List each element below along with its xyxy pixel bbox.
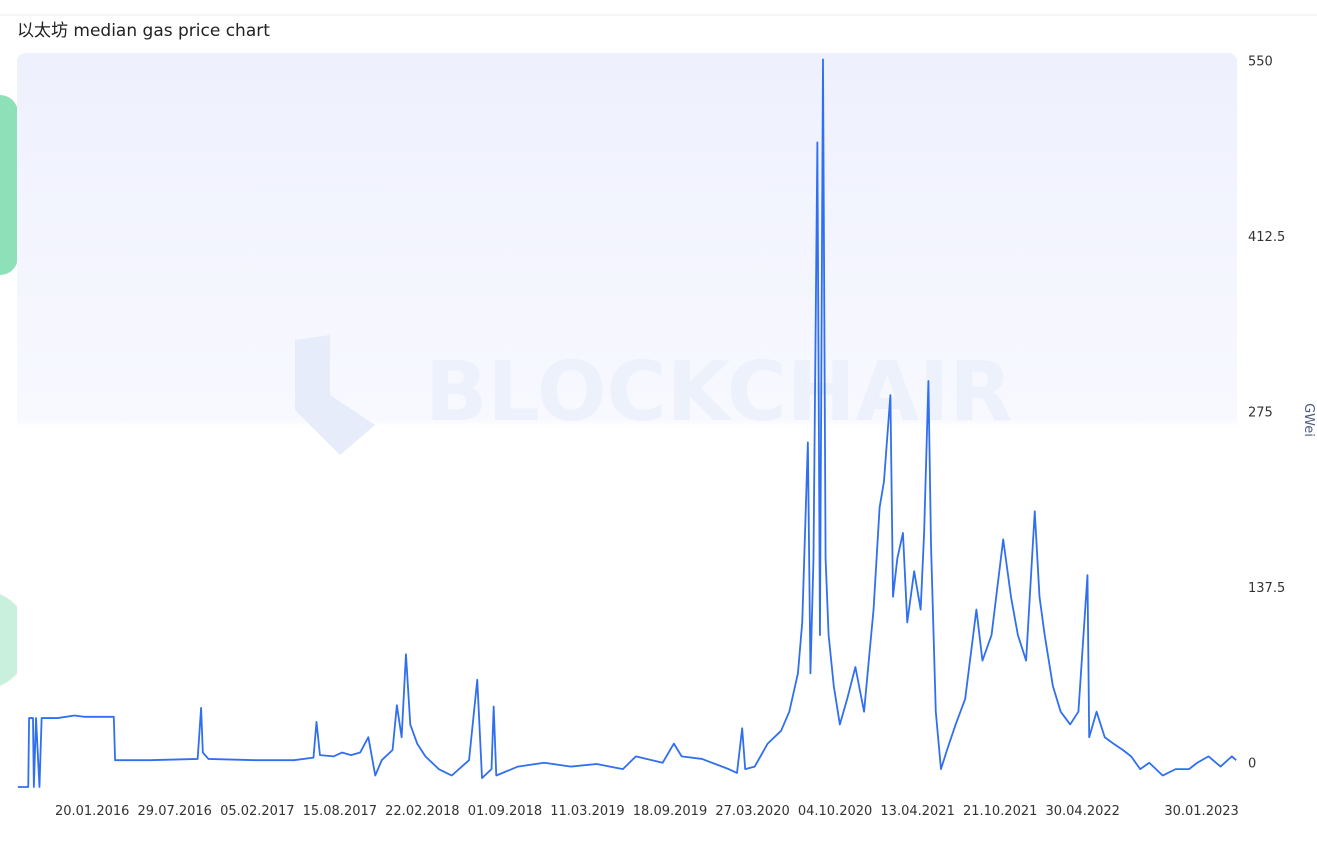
x-tick-label: 04.10.2020 [798,804,872,819]
x-tick-label: 20.01.2016 [55,804,129,819]
watermark: BLOCKCHAIR [425,345,1013,440]
data-line [17,58,1237,788]
x-tick-label: 13.04.2021 [880,804,954,819]
x-tick-label: 27.03.2020 [715,804,789,819]
y-tick-label: 275 [1248,406,1273,421]
x-tick-label: 21.10.2021 [963,804,1037,819]
x-tick-label: 15.08.2017 [303,804,377,819]
x-tick-label: 01.09.2018 [468,804,542,819]
y-tick-label: 550 [1248,55,1273,70]
decor-blob [0,95,18,275]
chart-title: 以太坊 median gas price chart [17,21,270,41]
x-tick-label: 30.04.2022 [1045,804,1119,819]
watermark-logo [295,335,375,455]
y-axis-label: GWei [1301,403,1316,437]
x-tick-label: 11.03.2019 [550,804,624,819]
y-tick-label: 0 [1248,757,1256,772]
x-tick-label: 30.01.2023 [1164,804,1238,819]
x-tick-label: 18.09.2019 [633,804,707,819]
x-tick-label: 05.02.2017 [220,804,294,819]
x-tick-label: 29.07.2016 [138,804,212,819]
y-tick-label: 412.5 [1248,230,1285,245]
y-tick-label: 137.5 [1248,581,1285,596]
x-tick-label: 22.02.2018 [385,804,459,819]
